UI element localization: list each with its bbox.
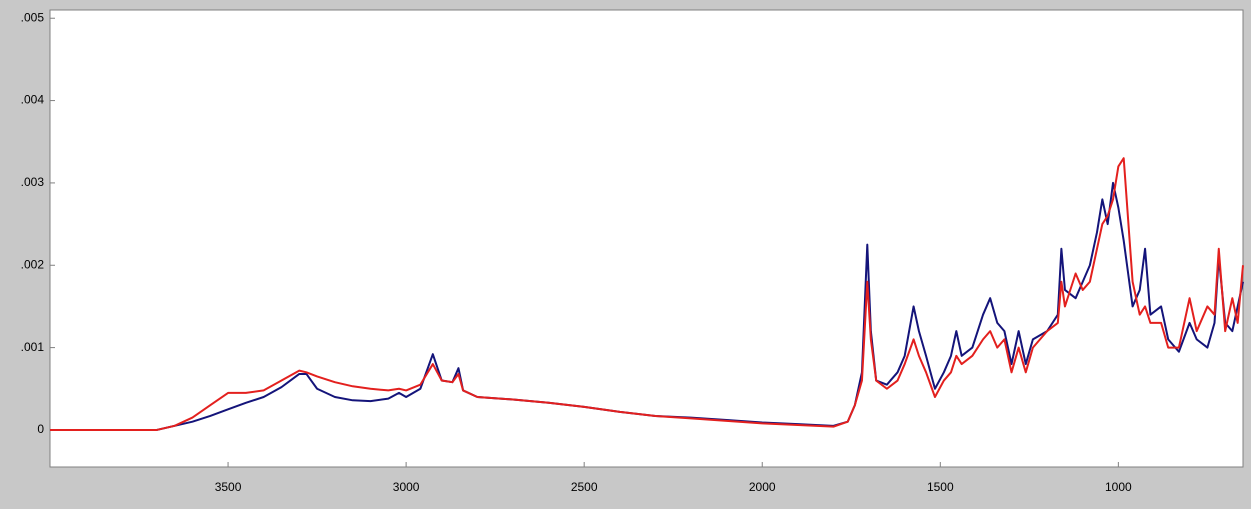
x-tick-label: 1500 (927, 480, 954, 494)
spectrum-line (50, 157, 1244, 431)
plot-area (49, 9, 1244, 468)
y-tick-label: .005 (21, 10, 45, 24)
spectrum-line (50, 181, 1244, 431)
y-tick-label: .001 (21, 340, 45, 354)
y-tick-label: .002 (21, 257, 45, 271)
y-tick-label: .004 (21, 93, 45, 107)
y-tick-label: 0 (37, 422, 44, 436)
x-tick-label: 2000 (749, 480, 776, 494)
y-tick-label: .003 (21, 175, 45, 189)
x-tick-label: 3500 (215, 480, 242, 494)
x-tick-label: 1000 (1105, 480, 1132, 494)
x-tick-label: 3000 (393, 480, 420, 494)
x-tick-label: 2500 (571, 480, 598, 494)
